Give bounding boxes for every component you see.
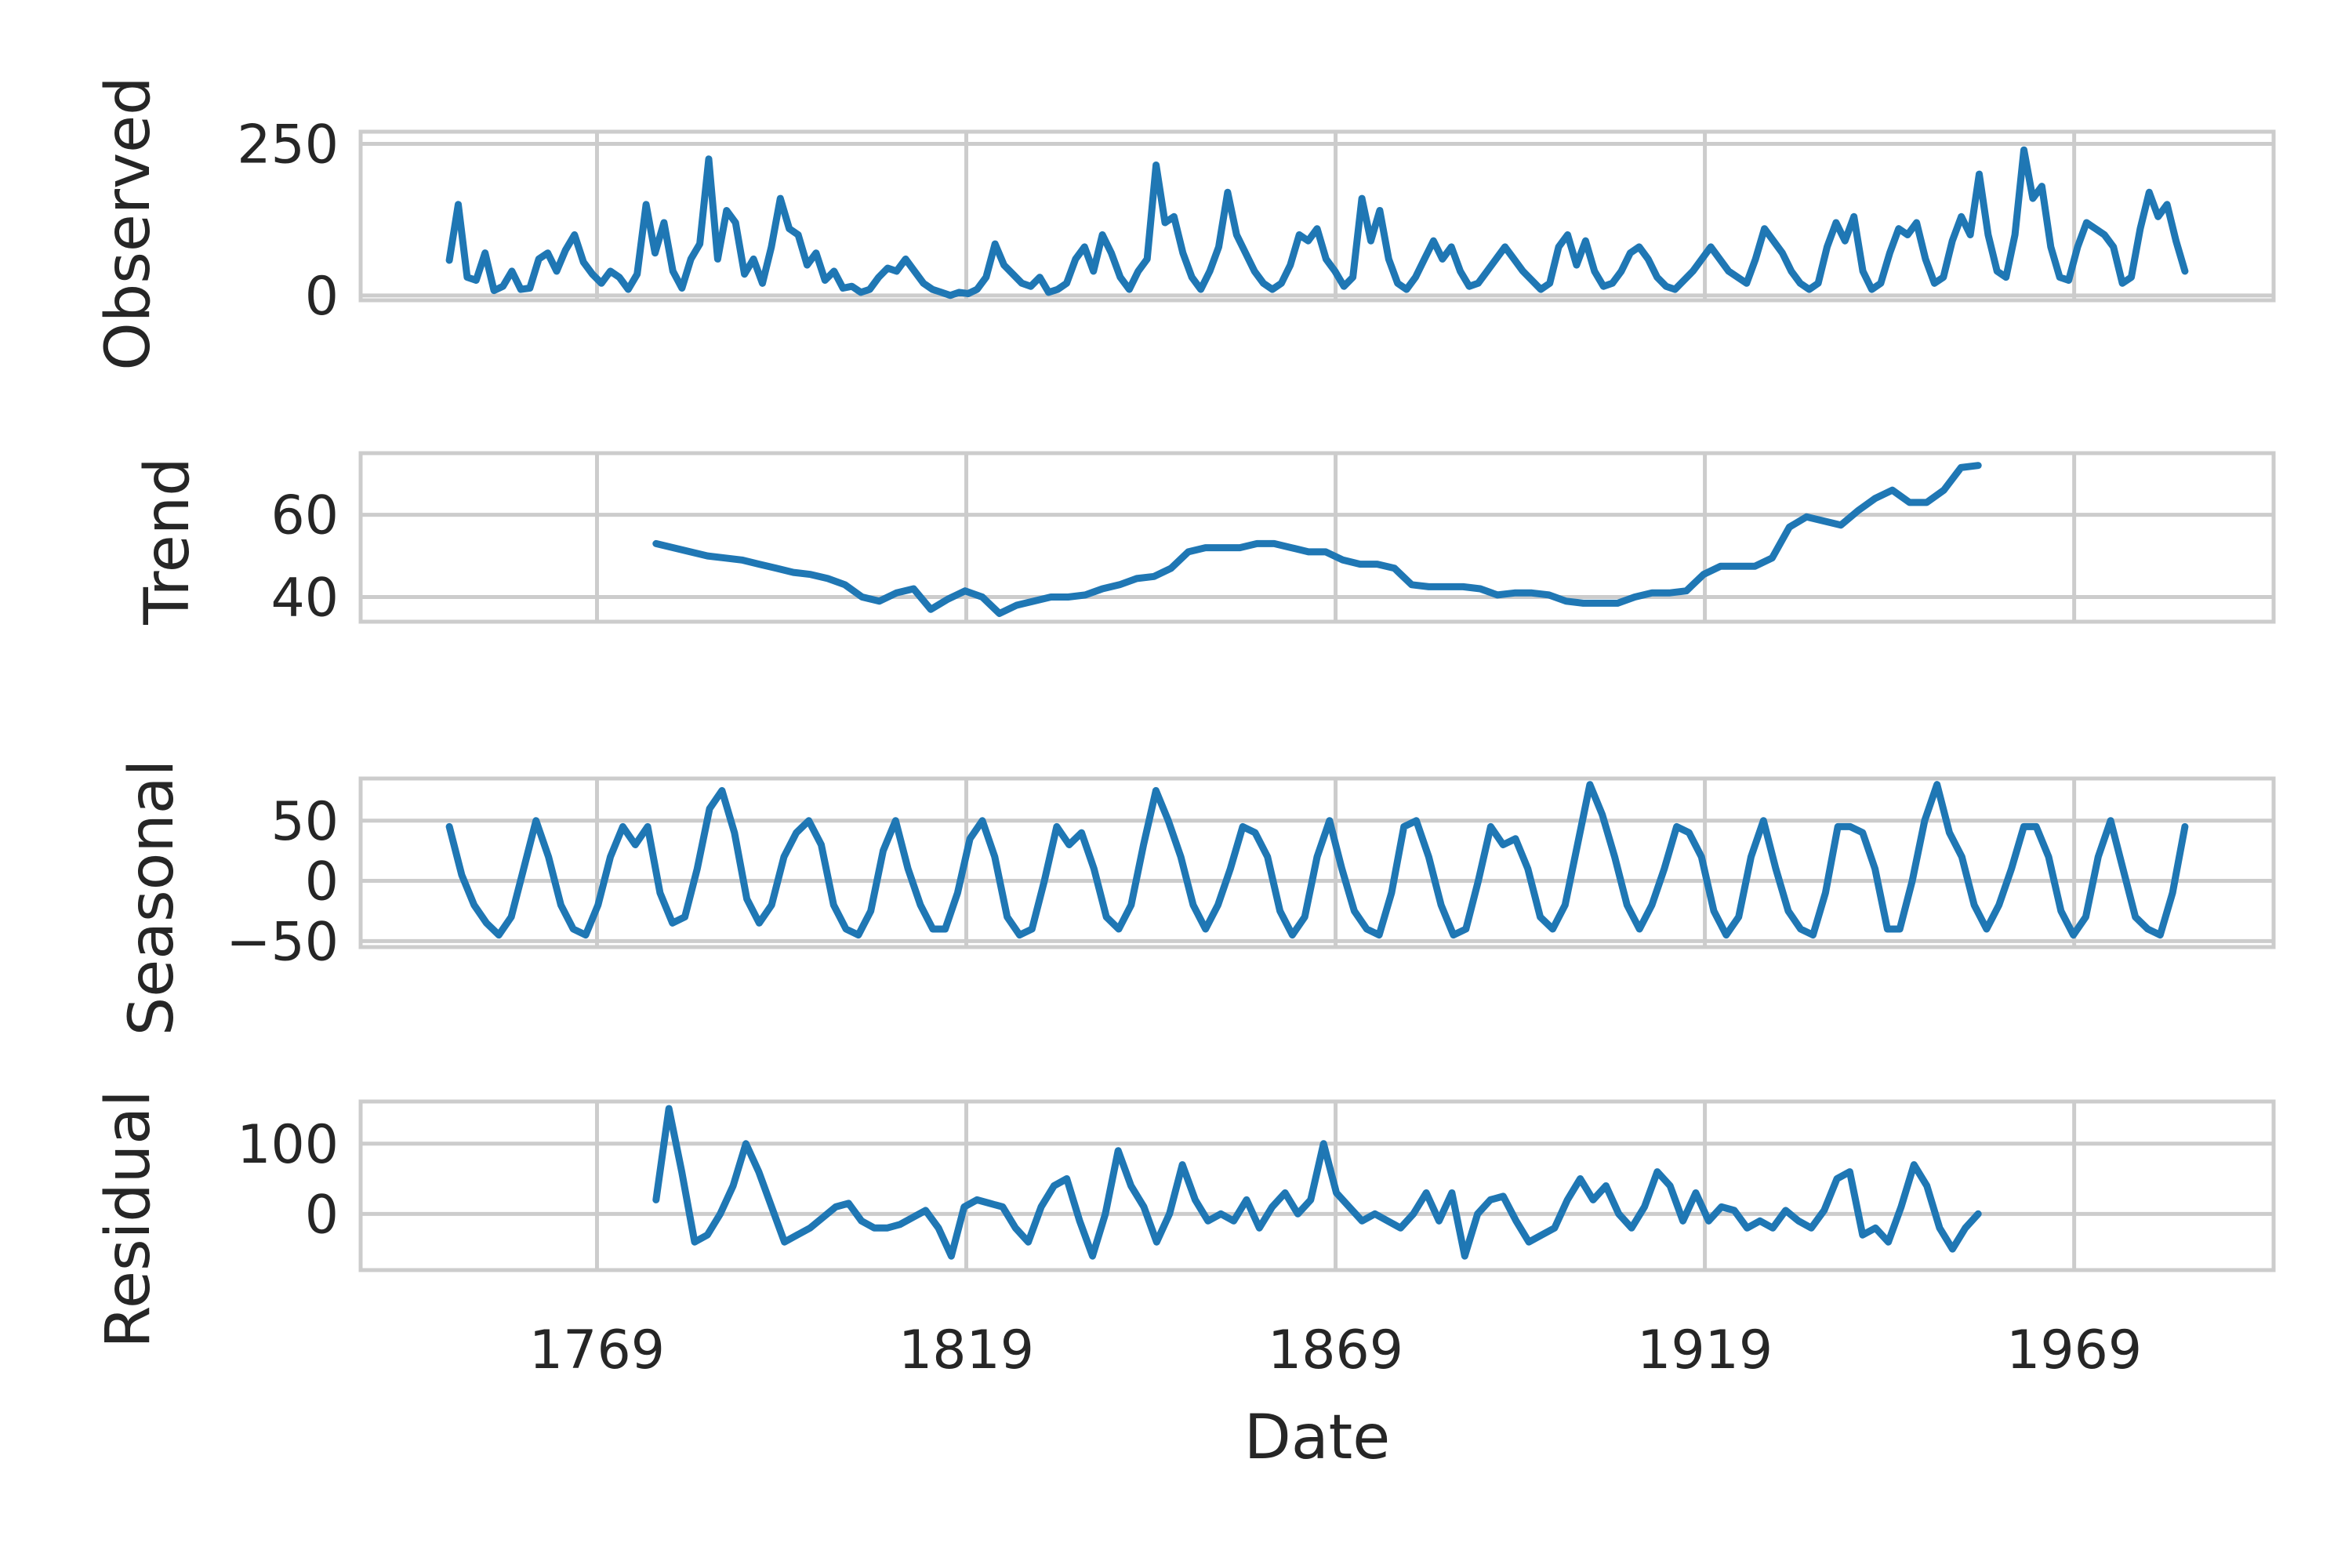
x-tick-label: 1769 <box>529 1319 665 1381</box>
residual-y-tick-label: 0 <box>305 1184 339 1246</box>
trend-y-tick-label: 60 <box>270 485 339 547</box>
trend-axis-label: Trend <box>132 457 203 625</box>
observed-y-tick-label: 250 <box>237 114 339 176</box>
seasonal-series-line <box>445 781 2189 939</box>
trend-y-tick-label: 40 <box>270 568 339 630</box>
x-tick-label: 1819 <box>898 1319 1034 1381</box>
residual-plot-frame <box>358 1099 2276 1272</box>
x-tick-label: 1919 <box>1637 1319 1773 1381</box>
x-axis-label: Date <box>1244 1403 1390 1473</box>
observed-series-line <box>445 146 2189 299</box>
x-tick-label: 1869 <box>1268 1319 1403 1381</box>
trend-series-line <box>652 462 1982 617</box>
seasonal-y-tick-label: 0 <box>305 851 339 913</box>
seasonal-axis-label: Seasonal <box>117 760 187 1036</box>
seasonal-y-tick-label: −50 <box>226 911 339 973</box>
trend-plot-frame <box>358 451 2276 624</box>
seasonal-plot-frame <box>358 776 2276 949</box>
observed-y-tick-label: 0 <box>305 266 339 328</box>
observed-plot-frame <box>358 129 2276 303</box>
x-tick-label: 1969 <box>2006 1319 2142 1381</box>
observed-panel: 0 250 <box>237 114 2276 328</box>
residual-axis-label: Residual <box>93 1090 164 1348</box>
residual-series-line <box>652 1105 1982 1260</box>
seasonal-y-tick-label: 50 <box>270 791 339 853</box>
residual-y-tick-label: 100 <box>237 1114 339 1176</box>
observed-axis-label: Observed <box>93 76 164 370</box>
x-axis-tick-labels: 1769 1819 1869 1919 1969 <box>529 1319 2142 1381</box>
